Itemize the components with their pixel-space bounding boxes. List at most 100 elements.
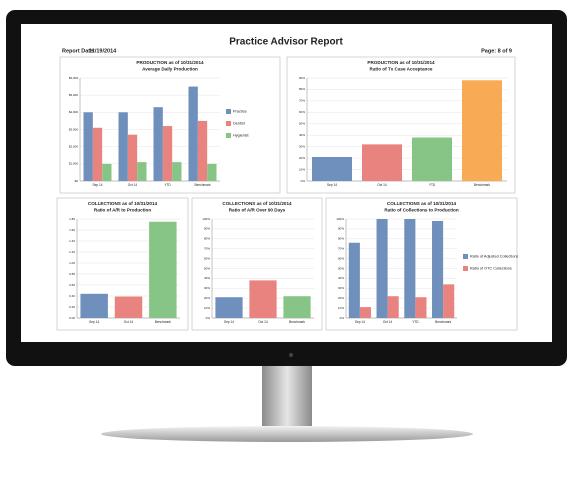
bar: [462, 80, 502, 181]
chart-subtitle: Ratio of Collections to Production: [384, 208, 458, 213]
legend-label: Practice: [233, 110, 247, 114]
y-tick-label: 0.40: [69, 294, 75, 298]
y-tick-label: 20%: [338, 296, 344, 300]
y-tick-label: 0%: [206, 316, 211, 320]
y-tick-label: 10%: [299, 167, 305, 171]
page-number: Page: 8 of 9: [481, 48, 512, 54]
x-tick-label: Sep 14: [89, 320, 99, 324]
x-tick-label: Oct 14: [124, 320, 134, 324]
report-date: 11/19/2014: [89, 48, 117, 54]
x-tick-label: Benchmark: [435, 320, 452, 324]
y-tick-label: 0.00: [69, 316, 75, 320]
bar: [80, 293, 108, 318]
charts: PRODUCTION as of 10/31/2014 Average Daily…: [56, 56, 518, 331]
bar: [415, 297, 427, 318]
chart-title: PRODUCTION as of 10/31/2014: [367, 60, 435, 65]
y-tick-label: 70%: [299, 99, 305, 103]
x-tick-label: Sep 14: [92, 183, 102, 187]
x-tick-label: Oct 14: [377, 183, 387, 187]
x-tick-label: Sep 14: [224, 320, 234, 324]
y-tick-label: 80%: [204, 237, 210, 241]
bar: [376, 219, 388, 318]
y-tick-label: $4,000: [69, 110, 79, 114]
bar: [404, 219, 416, 318]
y-tick-label: 60%: [204, 256, 210, 260]
bar: [83, 112, 93, 181]
y-tick-label: 90%: [299, 76, 305, 80]
y-tick-label: 50%: [204, 266, 210, 270]
y-tick-label: 40%: [338, 276, 344, 280]
y-tick-label: 30%: [299, 144, 305, 148]
y-tick-label: 20%: [299, 156, 305, 160]
y-tick-label: 1.60: [69, 228, 75, 232]
bar: [443, 284, 455, 318]
bar: [114, 296, 143, 318]
bar: [149, 221, 177, 318]
chart-title: COLLECTIONS as of 10/31/2014: [88, 201, 158, 206]
bar: [127, 134, 138, 181]
x-tick-label: Benchmark: [474, 183, 491, 187]
y-tick-label: 70%: [338, 246, 344, 250]
y-tick-label: 50%: [338, 266, 344, 270]
bar: [432, 220, 444, 318]
y-tick-label: 0.80: [69, 272, 75, 276]
y-tick-label: 0%: [340, 316, 345, 320]
stand-base: [101, 426, 473, 442]
bar: [153, 107, 163, 181]
bar: [362, 144, 402, 181]
chart-subtitle: Ratio of Tx Case Acceptance: [370, 67, 433, 72]
legend-swatch: [226, 133, 231, 138]
y-tick-label: 1.80: [69, 217, 75, 221]
legend-swatch: [463, 254, 468, 259]
y-tick-label: 80%: [299, 87, 305, 91]
y-tick-label: 10%: [204, 306, 210, 310]
bar: [197, 120, 208, 181]
chart-title: COLLECTIONS as of 10/31/2014: [222, 201, 292, 206]
legend-swatch: [226, 109, 231, 114]
y-tick-label: 1.40: [69, 239, 75, 243]
chart-subtitle: Ratio of A/R to Production: [94, 208, 151, 213]
x-tick-label: Benchmark: [194, 183, 211, 187]
bar: [137, 162, 147, 181]
bar: [348, 242, 360, 318]
x-tick-label: Oct 14: [383, 320, 393, 324]
y-tick-label: $5,000: [69, 93, 79, 97]
y-tick-label: 40%: [204, 276, 210, 280]
y-tick-label: 60%: [299, 110, 305, 114]
bar: [359, 307, 371, 318]
bar: [162, 126, 173, 181]
legend-label: Dentist: [233, 122, 246, 126]
y-tick-label: 20%: [204, 296, 210, 300]
y-tick-label: 70%: [204, 246, 210, 250]
y-tick-label: 30%: [204, 286, 210, 290]
y-tick-label: 1.20: [69, 250, 75, 254]
bar: [207, 163, 217, 181]
legend-swatch: [463, 266, 468, 271]
x-tick-label: YTD: [412, 320, 419, 324]
report-title: Practice Advisor Report: [229, 37, 343, 48]
x-tick-label: YTD: [429, 183, 436, 187]
y-tick-label: 90%: [204, 227, 210, 231]
y-tick-label: 100%: [202, 217, 210, 221]
y-tick-label: 30%: [338, 286, 344, 290]
bar: [92, 127, 103, 181]
stand-neck: [262, 364, 312, 426]
y-tick-label: 0.60: [69, 283, 75, 287]
y-tick-label: 100%: [336, 217, 344, 221]
bar: [412, 137, 452, 181]
x-tick-label: Oct 14: [258, 320, 268, 324]
x-tick-label: Oct 14: [128, 183, 138, 187]
y-tick-label: 60%: [338, 256, 344, 260]
y-tick-label: 0.20: [69, 305, 75, 309]
x-tick-label: Sep 14: [327, 183, 337, 187]
y-tick-label: $2,000: [69, 144, 79, 148]
bar: [215, 297, 243, 318]
power-light: [289, 353, 293, 357]
bar: [118, 112, 128, 181]
chart-subtitle: Average Daily Production: [142, 67, 198, 72]
legend-label: Ratio of Adjusted Collections: [470, 255, 518, 259]
legend-label: Ratio of OTC Collections: [470, 267, 512, 271]
bar: [172, 162, 182, 181]
bar: [249, 280, 277, 318]
